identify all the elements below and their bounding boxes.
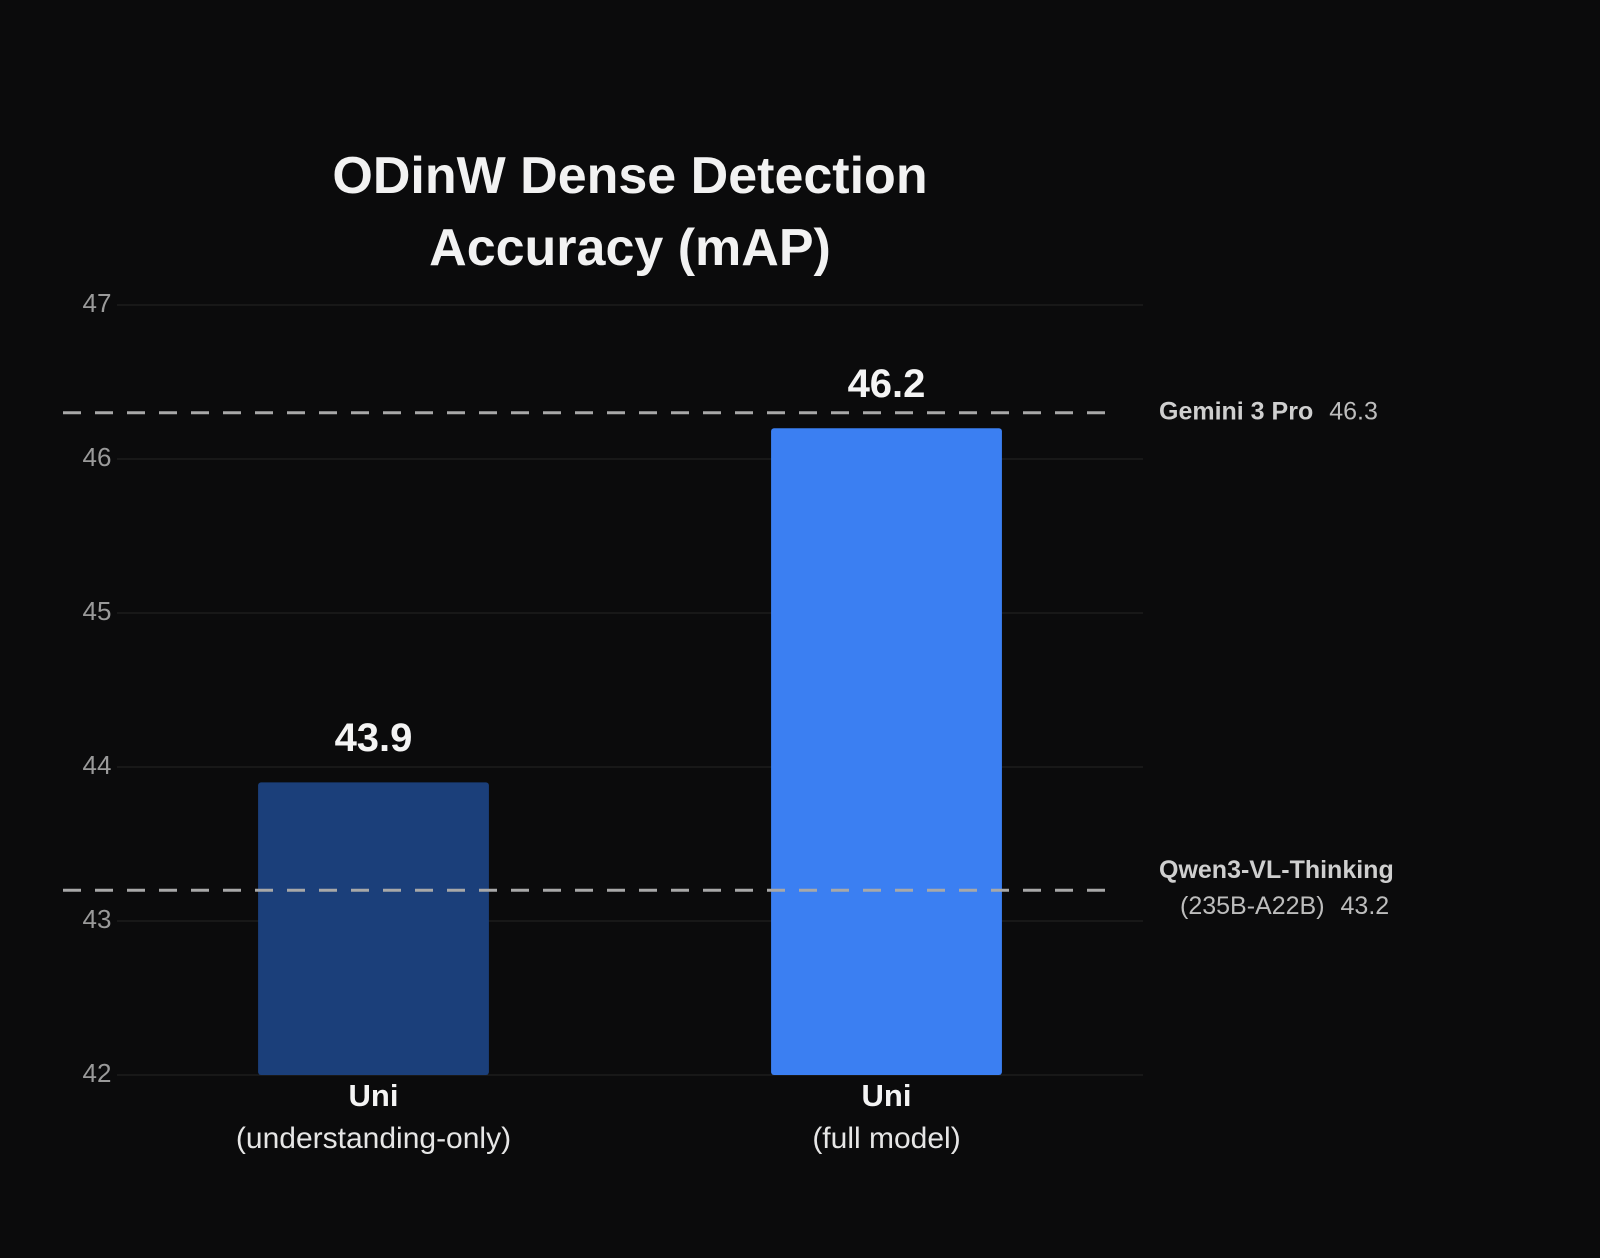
reference-detail: (235B-A22B): [1180, 892, 1325, 920]
reference-name: Gemini 3 Pro: [1159, 397, 1313, 425]
x-tick-note: (understanding-only): [236, 1122, 511, 1155]
y-tick-label: 44: [83, 750, 112, 780]
reference-value: 46.3: [1329, 397, 1378, 425]
y-tick-label: 45: [83, 596, 112, 626]
value-label: 43.9: [335, 716, 413, 760]
bar: [258, 782, 489, 1075]
y-tick-label: 42: [83, 1058, 112, 1088]
chart-title: ODinW Dense Detection Accuracy (mAP): [332, 147, 928, 277]
y-tick-label: 47: [83, 288, 112, 318]
x-tick-label: Uni: [862, 1078, 912, 1113]
value-label: 46.2: [848, 362, 926, 406]
y-tick-label: 46: [83, 442, 112, 472]
x-tick-note: (full model): [812, 1122, 960, 1155]
reference-name: Qwen3-VL-Thinking: [1159, 856, 1394, 884]
y-tick-label: 43: [83, 904, 112, 934]
reference-value: 43.2: [1341, 892, 1390, 920]
x-tick-label: Uni: [349, 1078, 399, 1113]
bar: [771, 428, 1002, 1075]
title-box: ODinW Dense Detection Accuracy (mAP): [332, 147, 928, 277]
